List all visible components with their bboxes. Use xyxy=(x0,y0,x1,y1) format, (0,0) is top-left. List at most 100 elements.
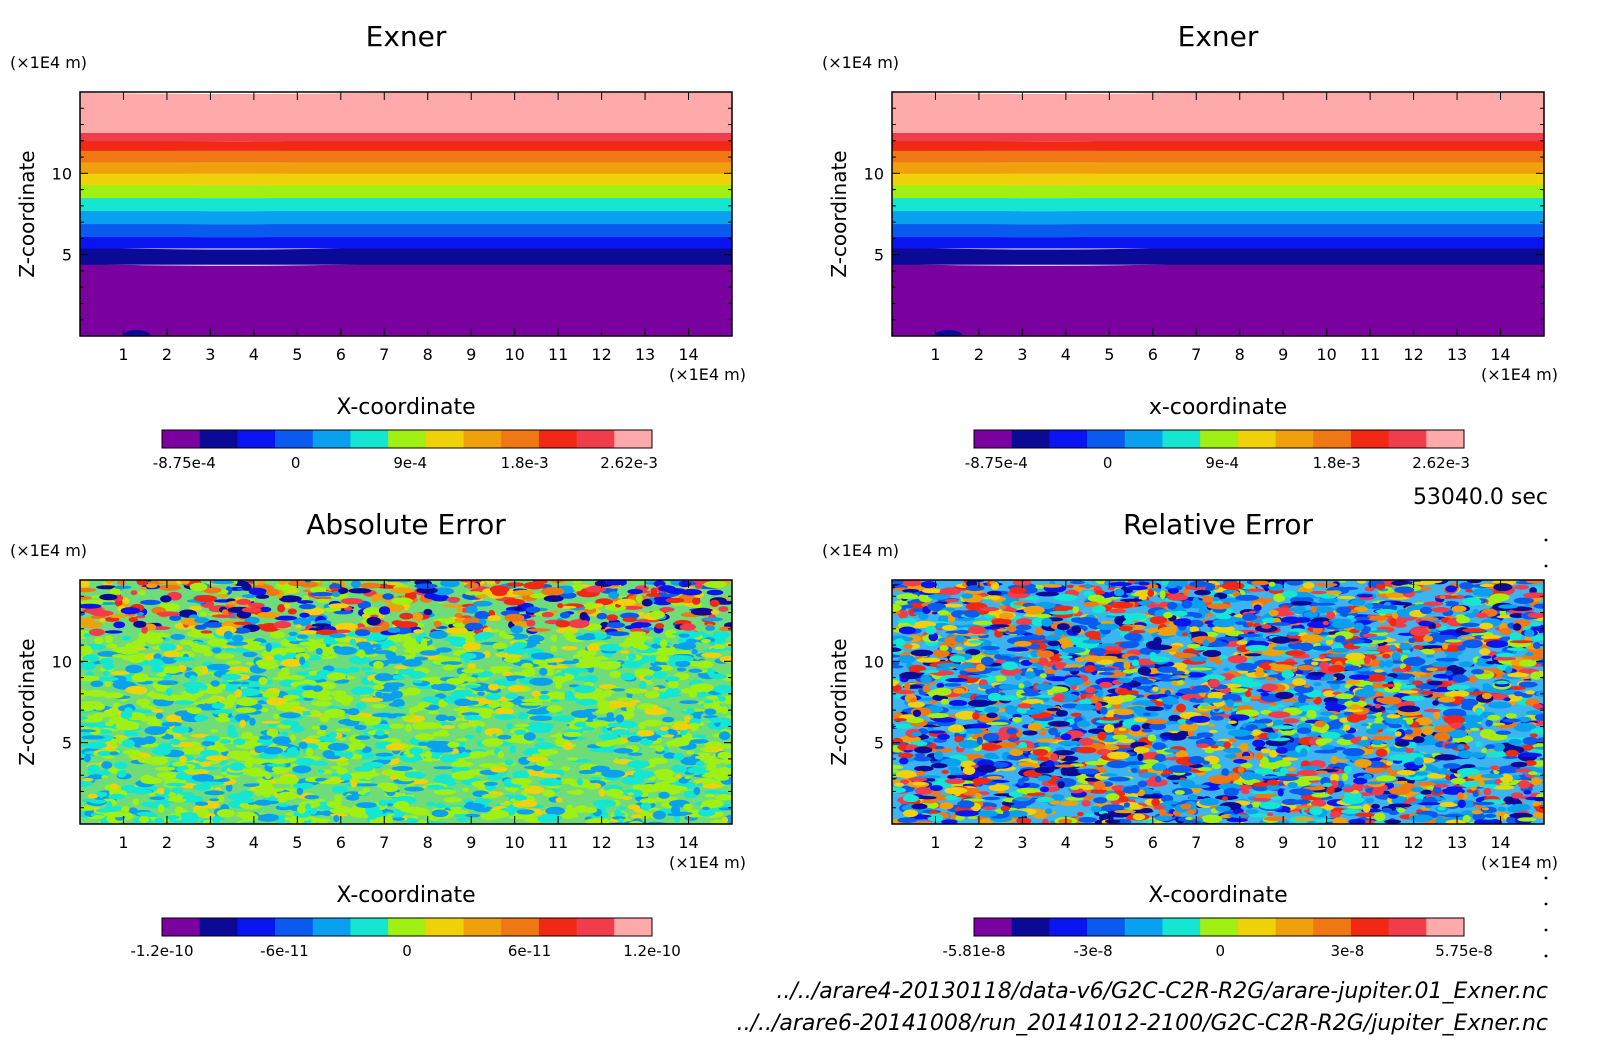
field-cell xyxy=(159,613,168,617)
field-cell xyxy=(564,690,574,700)
field-cell xyxy=(181,795,203,800)
field-cell xyxy=(236,598,252,605)
field-cell xyxy=(157,747,171,756)
field-cell xyxy=(80,805,96,811)
field-cell xyxy=(617,720,638,729)
field-cell xyxy=(120,607,141,615)
field-cell xyxy=(1371,803,1380,809)
field-cell xyxy=(606,614,618,621)
field-cell xyxy=(296,634,309,639)
field-cell xyxy=(206,663,231,671)
field-cell xyxy=(551,715,575,722)
field-cell xyxy=(115,724,139,731)
field-cell xyxy=(678,778,689,784)
field-cell xyxy=(106,643,118,649)
field-cell xyxy=(390,587,415,594)
field-cell xyxy=(1514,584,1529,590)
field-cell xyxy=(626,760,651,769)
field-cell xyxy=(606,622,626,629)
colorbar-swatch xyxy=(199,430,238,448)
colorbar-swatch xyxy=(275,918,314,936)
field-cell xyxy=(703,699,714,704)
field-cell xyxy=(1337,595,1356,600)
field-cell xyxy=(199,611,207,617)
field-cell xyxy=(695,769,711,773)
y-tick-label: 10 xyxy=(52,652,72,671)
field-cell xyxy=(311,700,333,707)
field-cell xyxy=(1141,728,1153,733)
field-cell xyxy=(465,749,472,753)
field-cell xyxy=(386,582,403,586)
field-cell xyxy=(699,747,717,751)
field-cell xyxy=(701,799,724,808)
field-cell xyxy=(481,793,500,799)
field-cell xyxy=(658,791,670,799)
field-cell xyxy=(255,659,270,666)
field-cell xyxy=(1042,584,1063,588)
field-cell xyxy=(720,706,729,714)
field-cell xyxy=(121,805,130,813)
field-cell xyxy=(568,619,590,628)
field-cell xyxy=(209,798,220,802)
field-cell xyxy=(1357,792,1375,797)
field-cell xyxy=(653,580,666,587)
x-tick-label: 9 xyxy=(1278,345,1288,364)
field-cell xyxy=(298,741,308,749)
colorbar-swatch xyxy=(388,918,427,936)
field-cell xyxy=(659,726,670,732)
field-cell xyxy=(337,761,350,766)
field-cell xyxy=(1384,819,1402,824)
field-cell xyxy=(381,621,390,631)
field-cell xyxy=(471,674,479,678)
field-cell xyxy=(435,714,449,722)
field-cell xyxy=(520,669,536,678)
field-cell xyxy=(314,798,325,802)
field-cell xyxy=(442,664,455,671)
field-cell xyxy=(157,680,179,686)
field-cell xyxy=(655,745,665,752)
field-cell xyxy=(663,752,677,759)
field-cell xyxy=(714,684,732,694)
field-cell xyxy=(403,633,412,642)
field-cell xyxy=(627,588,643,595)
x-unit-label: (×1E4 m) xyxy=(1481,365,1558,384)
field-cell xyxy=(188,605,203,611)
field-cell xyxy=(356,641,372,648)
field-cell xyxy=(112,654,127,658)
field-cell xyxy=(144,726,167,735)
field-cell xyxy=(691,597,701,605)
field-cell xyxy=(397,705,404,710)
field-cell xyxy=(678,580,692,588)
field-cell xyxy=(573,685,596,694)
field-cell xyxy=(232,634,244,642)
field-cell xyxy=(526,619,536,627)
field-cell xyxy=(551,610,558,614)
field-cell xyxy=(391,766,413,771)
field-cell xyxy=(652,637,663,644)
field-cell xyxy=(439,724,456,729)
field-cell xyxy=(277,803,290,807)
colorbar-swatch xyxy=(1011,430,1050,448)
field-cell xyxy=(246,767,263,773)
colorbar-swatch xyxy=(576,918,615,936)
field-cell xyxy=(81,645,92,654)
field-cell xyxy=(355,629,371,637)
field-cell xyxy=(217,594,229,598)
field-cell xyxy=(1495,730,1511,735)
field-cell xyxy=(590,776,603,780)
field-cell xyxy=(80,651,92,655)
field-cell xyxy=(408,670,426,679)
field-cell xyxy=(572,583,583,592)
field-cell xyxy=(81,661,96,671)
field-cell xyxy=(451,753,467,759)
field-cell xyxy=(332,645,342,651)
field-cell xyxy=(718,807,732,811)
field-cell xyxy=(231,648,249,653)
field-cell xyxy=(1187,736,1202,740)
field-cell xyxy=(80,716,89,720)
field-cell xyxy=(517,740,534,744)
field-cell xyxy=(233,621,252,625)
field-cell xyxy=(701,617,724,622)
field-cell xyxy=(399,612,414,620)
